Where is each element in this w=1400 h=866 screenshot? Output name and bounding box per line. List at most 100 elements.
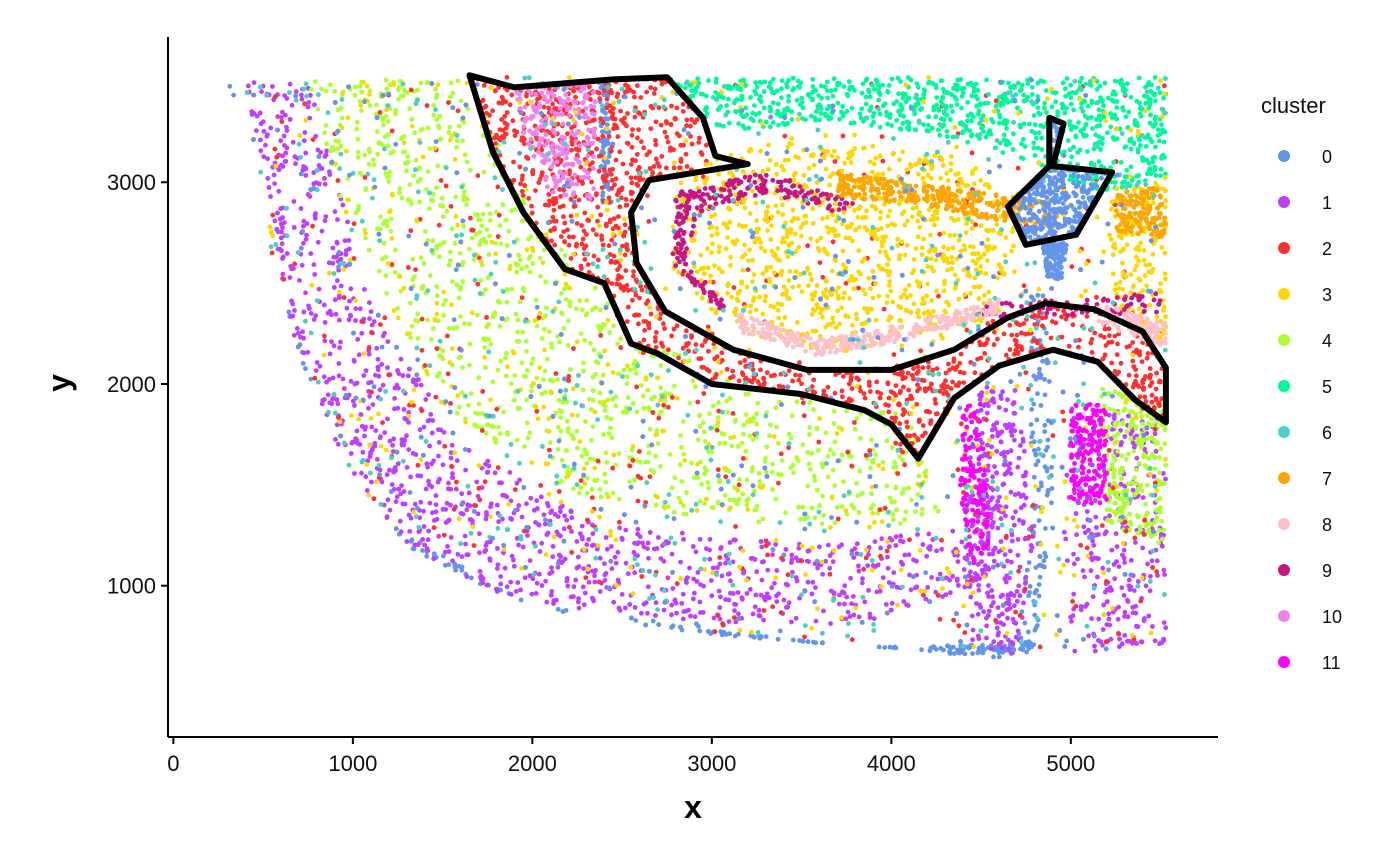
data-point xyxy=(370,402,376,407)
data-point xyxy=(534,498,540,504)
data-point xyxy=(402,501,408,507)
data-point xyxy=(1134,455,1140,461)
data-point xyxy=(477,531,482,537)
data-point xyxy=(934,366,940,371)
data-point xyxy=(599,324,605,330)
data-point xyxy=(469,575,474,581)
data-point xyxy=(707,556,713,562)
data-point xyxy=(1090,538,1095,544)
data-point xyxy=(1003,352,1009,358)
data-point xyxy=(383,77,389,83)
data-point xyxy=(412,501,418,507)
data-point xyxy=(393,499,399,504)
data-point xyxy=(390,449,396,454)
data-point xyxy=(500,516,505,522)
data-point xyxy=(604,137,610,143)
data-point xyxy=(797,373,803,378)
data-point xyxy=(636,321,641,327)
data-point xyxy=(283,150,289,156)
data-point xyxy=(545,501,550,506)
data-point xyxy=(408,87,414,93)
data-point xyxy=(602,572,608,578)
data-point xyxy=(354,119,360,125)
data-point xyxy=(1027,584,1033,589)
data-point xyxy=(629,180,635,186)
data-point xyxy=(623,560,629,566)
data-point xyxy=(1162,572,1167,577)
data-point xyxy=(275,229,281,235)
data-point xyxy=(650,410,656,415)
data-point xyxy=(797,360,802,365)
data-point xyxy=(632,114,638,120)
data-point xyxy=(715,499,721,505)
data-point xyxy=(559,291,564,296)
data-point xyxy=(672,475,678,481)
data-point xyxy=(847,614,853,619)
data-point xyxy=(1104,579,1109,584)
data-point xyxy=(448,455,454,461)
data-point xyxy=(615,267,620,273)
data-point xyxy=(1059,314,1064,320)
data-point xyxy=(680,101,686,107)
data-point xyxy=(245,83,251,89)
data-point xyxy=(581,566,586,571)
data-point xyxy=(1145,351,1151,356)
data-point xyxy=(744,477,750,483)
data-point xyxy=(1009,433,1015,438)
data-point xyxy=(839,504,845,509)
data-point xyxy=(610,465,616,471)
data-point xyxy=(1013,338,1019,344)
data-point xyxy=(990,487,996,493)
data-point xyxy=(1080,568,1086,574)
data-point xyxy=(524,264,530,270)
data-point xyxy=(466,490,472,496)
data-point xyxy=(575,413,580,418)
data-point xyxy=(324,141,329,147)
data-point xyxy=(969,577,974,583)
data-point xyxy=(453,486,459,492)
data-point xyxy=(1147,588,1153,594)
data-point xyxy=(889,600,895,606)
data-point xyxy=(762,597,768,603)
data-point xyxy=(500,127,506,133)
data-point xyxy=(719,573,725,579)
data-point xyxy=(761,617,766,623)
data-point xyxy=(568,509,574,515)
data-point xyxy=(1113,531,1119,536)
data-point xyxy=(651,91,657,96)
data-point xyxy=(616,496,622,502)
data-point xyxy=(610,226,616,232)
data-point xyxy=(432,518,437,523)
data-point xyxy=(653,138,658,143)
data-point xyxy=(1115,490,1120,496)
data-point xyxy=(576,197,582,203)
data-point xyxy=(595,458,601,464)
data-point xyxy=(726,619,732,624)
data-point xyxy=(368,450,373,455)
data-point xyxy=(338,193,343,199)
data-point xyxy=(527,269,533,275)
data-point xyxy=(573,243,579,249)
data-point xyxy=(898,388,903,394)
data-point xyxy=(417,427,423,433)
data-point xyxy=(778,451,784,457)
data-point xyxy=(831,421,837,426)
data-point xyxy=(287,275,293,280)
data-point xyxy=(845,609,851,615)
data-point xyxy=(887,644,893,650)
data-point xyxy=(849,601,854,606)
data-point xyxy=(393,107,399,113)
data-point xyxy=(1076,344,1081,350)
data-point xyxy=(1132,475,1137,480)
data-point xyxy=(893,383,899,388)
data-point xyxy=(911,557,916,563)
data-point xyxy=(1140,495,1146,500)
data-point xyxy=(880,158,886,164)
data-point xyxy=(547,571,553,576)
data-point xyxy=(1016,568,1021,574)
data-point xyxy=(562,239,568,245)
cluster-0-points xyxy=(706,629,1037,660)
data-point xyxy=(1125,614,1131,620)
data-point xyxy=(620,409,626,415)
data-point xyxy=(970,627,976,633)
